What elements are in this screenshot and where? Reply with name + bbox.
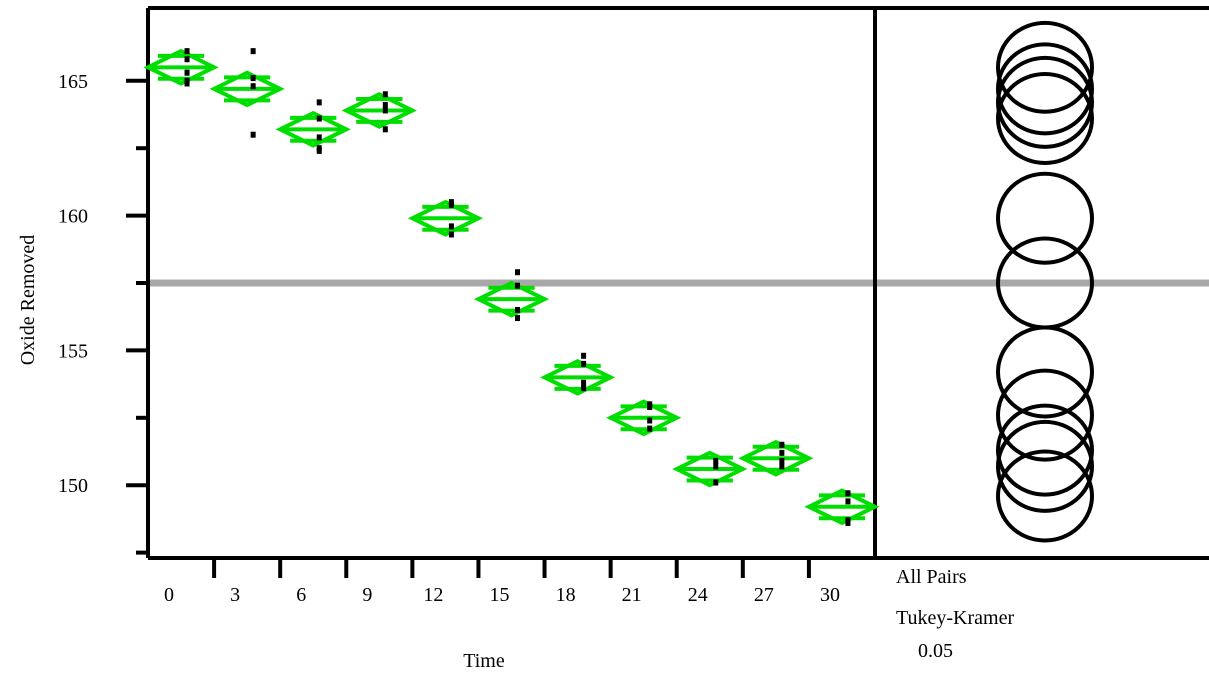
comparison-circle — [996, 368, 1094, 462]
observation-point — [581, 385, 587, 392]
mean-diamond-30 — [804, 488, 880, 526]
x-tick-label: 3 — [230, 584, 240, 606]
observation-point — [250, 48, 256, 55]
mean-diamond-0 — [143, 48, 219, 86]
observation-point — [647, 404, 653, 411]
mean-diamond-6 — [275, 110, 351, 148]
comparison-circle — [996, 20, 1094, 114]
observation-point — [779, 463, 785, 470]
x-tick-label: 21 — [622, 584, 642, 606]
comparison-circle — [996, 55, 1094, 149]
x-axis-title: Time — [463, 650, 505, 672]
x-tick-label: 12 — [423, 584, 443, 606]
circles-label-tukey-kramer: Tukey-Kramer — [896, 607, 1014, 629]
observation-point — [779, 449, 785, 456]
observation-point — [184, 48, 190, 55]
mean-diamond-27 — [738, 439, 814, 477]
observation-point — [647, 417, 653, 424]
mean-diamond-3 — [209, 70, 285, 108]
observation-point — [647, 425, 653, 432]
comparison-circle — [996, 403, 1094, 497]
observation-point — [515, 282, 520, 289]
x-tick-label: 0 — [164, 584, 174, 606]
observation-point — [382, 102, 388, 109]
observation-point — [250, 131, 256, 138]
observation-point — [184, 80, 190, 87]
observation-point — [382, 107, 388, 114]
comparison-circle — [996, 72, 1094, 166]
mean-diamond-15 — [473, 280, 550, 318]
x-tick-label: 27 — [754, 584, 774, 606]
comparison-circle — [996, 325, 1094, 419]
observation-point — [382, 91, 388, 98]
observation-point — [515, 315, 520, 322]
x-axis: 0 3 6 9 12 15 18 21 24 27 30 — [164, 558, 840, 606]
mean-diamond-21 — [606, 399, 682, 437]
y-tick-label: 160 — [58, 206, 88, 228]
x-tick-label: 24 — [688, 584, 708, 606]
observation-point — [779, 457, 785, 464]
observation-point — [316, 115, 322, 122]
x-tick-label: 6 — [296, 584, 306, 606]
observation-point — [184, 56, 190, 63]
x-tick-label: 18 — [556, 584, 576, 606]
observation-point — [382, 126, 388, 133]
observation-point — [779, 441, 785, 448]
circles-label-all-pairs: All Pairs — [896, 566, 967, 588]
diamonds-layer — [143, 48, 880, 526]
observation-point — [448, 223, 454, 230]
observation-point — [316, 99, 322, 106]
observation-point — [515, 269, 520, 276]
comparison-circle — [996, 449, 1094, 543]
observation-point — [713, 463, 719, 470]
observation-point — [845, 498, 851, 505]
observation-point — [845, 519, 851, 526]
observation-point — [316, 147, 322, 154]
mean-diamond-12 — [407, 199, 484, 237]
circles-label-alpha: 0.05 — [918, 640, 953, 662]
x-tick-label: 9 — [362, 584, 372, 606]
observation-point — [184, 69, 190, 76]
y-axis-title: Oxide Removed — [17, 235, 39, 366]
observation-point — [581, 379, 587, 386]
mean-diamond-18 — [539, 358, 616, 396]
x-tick-label: 15 — [490, 584, 510, 606]
observation-point — [713, 479, 719, 486]
observations-layer — [184, 48, 851, 526]
comparison-circle — [996, 171, 1094, 265]
observation-point — [581, 360, 587, 367]
mean-diamond-24 — [672, 450, 748, 488]
observation-point — [448, 231, 454, 238]
observation-point — [250, 75, 256, 82]
y-tick-label: 155 — [58, 340, 88, 362]
observation-point — [581, 352, 587, 359]
y-tick-label: 165 — [58, 71, 88, 93]
observation-point — [713, 457, 719, 464]
circles-layer — [996, 20, 1094, 543]
mean-diamond-9 — [341, 92, 417, 129]
observation-point — [515, 306, 520, 313]
y-axis: 150 155 160 165 — [58, 71, 148, 555]
observation-point — [845, 490, 851, 497]
observation-point — [316, 134, 322, 141]
y-tick-label: 150 — [58, 475, 88, 497]
observation-point — [250, 83, 256, 90]
comparison-circle — [996, 419, 1094, 513]
x-tick-label: 30 — [820, 584, 840, 606]
observation-point — [448, 201, 454, 208]
